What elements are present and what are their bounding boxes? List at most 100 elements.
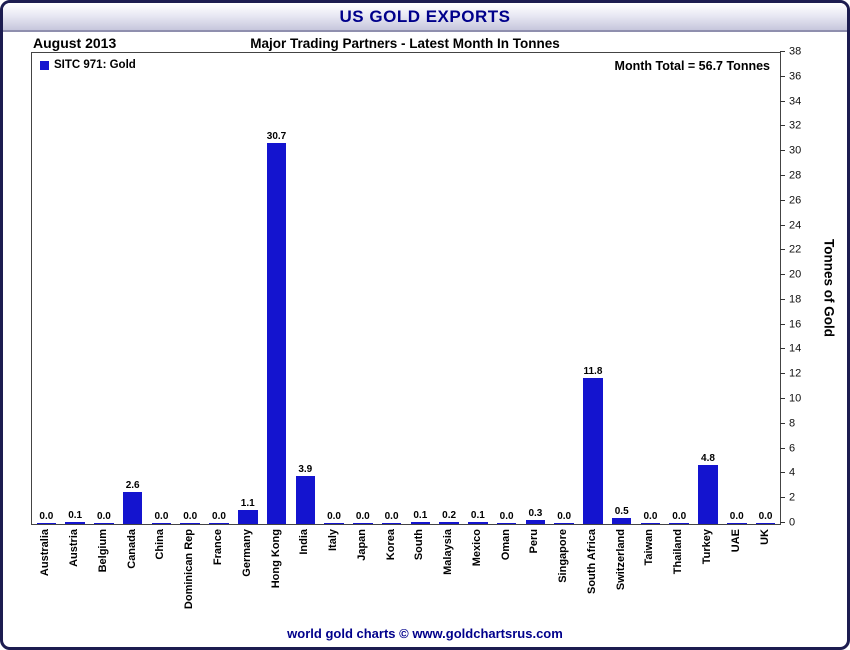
y-axis: 0 2 4 6 8 10 12 14 16 18 20 22 24 26 28 30 32 34 36 38 <box>780 46 822 528</box>
y-tick-label: 30 <box>789 144 802 157</box>
x-tick-cell: Oman <box>491 525 520 627</box>
bar-column: 11.8 <box>579 53 608 524</box>
y-tick-label: 18 <box>789 293 802 306</box>
x-tick-cell: Mexico <box>462 525 491 627</box>
month-total-annotation: Month Total = 56.7 Tonnes <box>614 59 770 73</box>
x-tick-label: Australia <box>39 529 52 577</box>
y-tick-label: 34 <box>789 95 802 108</box>
x-tick-label: Peru <box>528 529 541 554</box>
bar-column: 0.3 <box>521 53 550 524</box>
bar-value-label: 0.5 <box>614 506 629 517</box>
bar-column: 0.0 <box>636 53 665 524</box>
y-tick-mark <box>780 75 785 77</box>
y-tick-label: 32 <box>789 119 802 132</box>
bar <box>295 476 316 524</box>
x-tick-label: Mexico <box>470 529 483 567</box>
x-tick-cell: Malaysia <box>434 525 463 627</box>
x-tick-label: UK <box>758 529 771 545</box>
bar-value-label: 0.0 <box>729 511 744 522</box>
x-tick-cell: Peru <box>520 525 549 627</box>
bar-column: 3.9 <box>291 53 320 524</box>
bar <box>554 523 574 524</box>
bar-column: 0.0 <box>722 53 751 524</box>
x-tick-cell: Canada <box>117 525 146 627</box>
x-tick-label: Korea <box>384 529 397 561</box>
bar <box>151 523 172 524</box>
x-tick-label: Italy <box>327 529 340 552</box>
bar-value-label: 0.0 <box>154 511 169 522</box>
bar-column: 0.0 <box>377 53 406 524</box>
bar <box>180 523 200 524</box>
title-bar: US GOLD EXPORTS <box>3 3 847 32</box>
legend-label: SITC 971: Gold <box>54 59 136 71</box>
bar-column: 0.0 <box>32 53 61 524</box>
x-tick-label: Japan <box>355 529 368 561</box>
bar-column: 2.6 <box>118 53 147 524</box>
x-tick-cell: China <box>146 525 175 627</box>
x-tick-label: Malaysia <box>442 529 455 575</box>
y-tick-mark <box>780 174 785 176</box>
bar <box>410 522 431 524</box>
x-tick-label: India <box>298 529 311 555</box>
bar-column: 0.0 <box>751 53 780 524</box>
x-tick-cell: Turkey <box>693 525 722 627</box>
bar-value-label: 0.1 <box>470 510 485 521</box>
x-tick-label: Hong Kong <box>269 529 282 589</box>
y-tick-mark <box>780 497 785 499</box>
bar-value-label: 0.2 <box>442 510 457 521</box>
bar <box>726 523 747 524</box>
bar-column: 0.1 <box>406 53 435 524</box>
y-tick-label: 8 <box>789 417 796 430</box>
bar-value-label: 1.1 <box>240 498 255 509</box>
y-tick-mark <box>780 274 785 276</box>
y-tick-label: 28 <box>789 169 802 182</box>
x-tick-cell: Thailand <box>664 525 693 627</box>
bar-column: 0.0 <box>205 53 234 524</box>
x-tick-label: South Africa <box>585 529 598 594</box>
bar <box>583 378 603 524</box>
x-tick-cell: UAE <box>721 525 750 627</box>
bar-column: 0.5 <box>607 53 636 524</box>
bar <box>611 518 632 524</box>
x-tick-cell: Switzerland <box>606 525 635 627</box>
bar-column: 0.2 <box>435 53 464 524</box>
bar-column: 30.7 <box>262 53 291 524</box>
bar-value-label: 11.8 <box>583 366 603 377</box>
y-tick-mark <box>780 522 785 523</box>
y-tick-label: 26 <box>789 194 802 207</box>
x-tick-label: Dominican Rep <box>183 529 196 610</box>
y-tick-label: 12 <box>789 367 802 380</box>
y-tick-mark <box>780 398 785 400</box>
bar-column: 0.0 <box>147 53 176 524</box>
legend-swatch-icon <box>40 60 49 70</box>
bar <box>698 465 718 524</box>
bar <box>755 523 776 524</box>
y-tick-mark <box>780 298 785 300</box>
x-tick-label: Singapore <box>557 529 570 583</box>
bar-value-label: 0.0 <box>355 511 370 522</box>
y-tick-label: 36 <box>789 70 802 83</box>
x-tick-cell: Italy <box>319 525 348 627</box>
y-tick-label: 20 <box>789 268 802 281</box>
bar-column: 0.0 <box>320 53 349 524</box>
y-axis-title: Tonnes of Gold <box>819 52 839 523</box>
y-tick-label: 22 <box>789 243 802 256</box>
x-tick-cell: Singapore <box>549 525 578 627</box>
x-tick-cell: Belgium <box>89 525 118 627</box>
y-tick-mark <box>780 249 785 251</box>
bar-column: 4.8 <box>694 53 723 524</box>
x-tick-label: Germany <box>240 529 253 577</box>
x-tick-cell: Taiwan <box>635 525 664 627</box>
y-tick-mark <box>780 150 785 152</box>
footer-credit: world gold charts © www.goldchartsrus.co… <box>287 626 563 641</box>
bar-value-label: 0.0 <box>643 511 658 522</box>
x-tick-cell: Japan <box>347 525 376 627</box>
bar-column: 0.0 <box>90 53 119 524</box>
bar <box>266 143 287 524</box>
y-tick-label: 0 <box>789 516 796 529</box>
bar-value-label: 2.6 <box>125 480 140 491</box>
x-tick-cell: UK <box>750 525 779 627</box>
chart-title: Major Trading Partners - Latest Month In… <box>250 36 560 51</box>
y-tick-mark <box>780 125 785 127</box>
